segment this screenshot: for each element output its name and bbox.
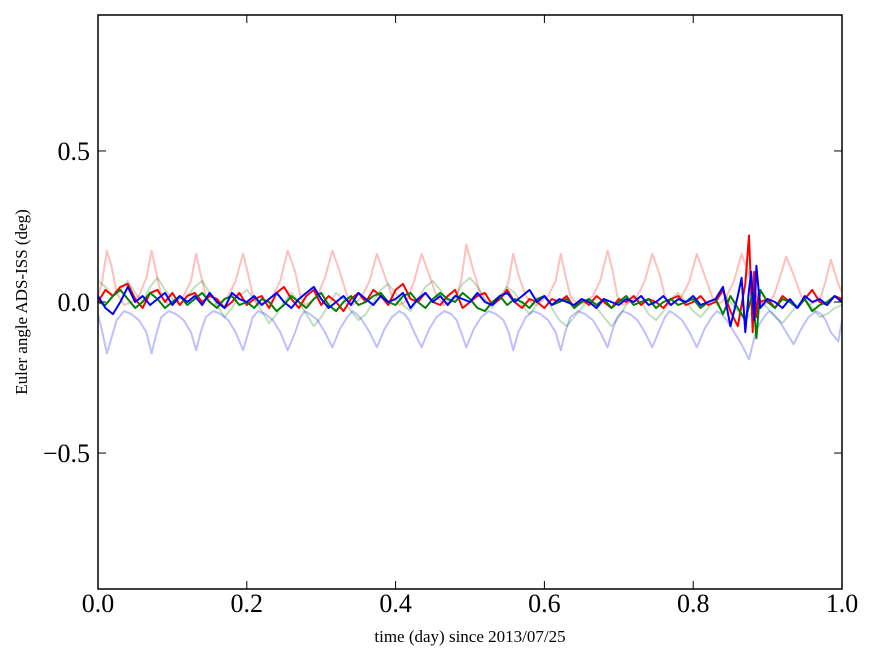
x-tick-label: 1.0 bbox=[826, 589, 859, 618]
series-line-2 bbox=[97, 310, 843, 361]
series-line-3 bbox=[97, 234, 843, 334]
series-layer bbox=[97, 234, 843, 361]
x-tick-label: 0.6 bbox=[528, 589, 561, 618]
series-line-0 bbox=[97, 243, 843, 306]
y-tick-label: 0.5 bbox=[58, 137, 91, 166]
series-line-4 bbox=[97, 288, 843, 340]
series-line-5 bbox=[97, 264, 843, 334]
y-tick-label: −0.5 bbox=[43, 439, 90, 468]
x-axis-label: time (day) since 2013/07/25 bbox=[374, 627, 565, 646]
ticks-layer: 0.0 0.2 0.4 0.6 0.8 1.0 0.5 0.0 −0.5 bbox=[43, 15, 858, 618]
y-axis-label: Euler angle ADS-ISS (deg) bbox=[12, 209, 31, 395]
x-tick-label: 0.8 bbox=[677, 589, 710, 618]
y-tick-label: 0.0 bbox=[58, 288, 91, 317]
x-tick-label: 0.2 bbox=[231, 589, 264, 618]
x-tick-label: 0.4 bbox=[379, 589, 412, 618]
x-tick-label: 0.0 bbox=[82, 589, 115, 618]
